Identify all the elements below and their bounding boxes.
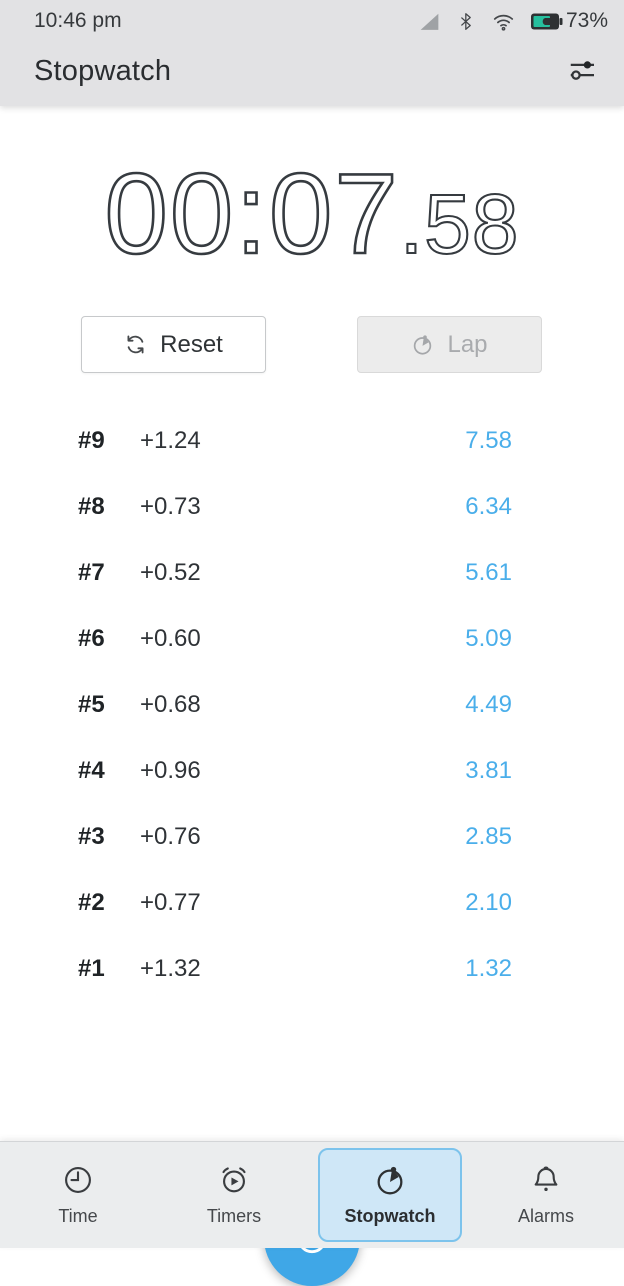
page-title: Stopwatch [34,54,172,87]
lap-row: #7 +0.52 5.61 [0,540,624,606]
lap-number: #6 [78,625,105,652]
lap-number: #5 [78,691,105,718]
lap-delta: +0.60 [140,625,201,652]
lap-delta: +0.77 [140,889,201,916]
lap-total-time: 5.61 [465,559,512,586]
lap-row: #4 +0.96 3.81 [0,738,624,804]
lap-total-time: 3.81 [465,757,512,784]
lap-total-time: 5.09 [465,625,512,652]
wifi-icon [490,9,517,34]
tab-alarms-label: Alarms [517,1206,574,1226]
tab-time-label: Time [58,1206,98,1226]
lap-button-label: Lap [447,330,488,358]
lap-number: #7 [78,559,105,586]
tab-time[interactable]: Time [6,1148,150,1242]
lap-total-time: 4.49 [465,691,512,718]
lap-number: #1 [78,955,105,982]
status-clock: 10:46 pm [34,9,122,32]
stopwatch-icon [411,333,434,356]
lap-delta: +0.68 [140,691,201,718]
status-bar: 10:46 pm [0,0,624,42]
lap-row: #5 +0.68 4.49 [0,672,624,738]
lap-total-time: 2.85 [465,823,512,850]
tab-alarms[interactable]: Alarms [474,1148,618,1242]
signal-icon [417,9,442,34]
lap-row: #3 +0.76 2.85 [0,804,624,870]
lap-total-time: 1.32 [465,955,512,982]
header: 10:46 pm [0,0,624,106]
lap-button[interactable]: Lap [357,316,542,373]
lap-delta: +0.76 [140,823,201,850]
tab-timers[interactable]: Timers [162,1148,306,1242]
lap-delta: +1.24 [140,427,201,454]
lap-number: #8 [78,493,105,520]
lap-row: #1 +1.32 1.32 [0,936,624,1002]
lap-number: #4 [78,757,105,784]
tab-stopwatch-label: Stopwatch [344,1206,436,1226]
lap-row: #6 +0.60 5.09 [0,606,624,672]
battery-percent: 73% [565,9,608,32]
tab-timers-label: Timers [206,1206,262,1226]
settings-button[interactable] [562,51,602,91]
tune-icon [564,52,600,91]
lap-row: #8 +0.73 6.34 [0,474,624,540]
clock-icon [61,1163,95,1197]
elapsed-time-fraction: .58 [399,177,520,271]
lap-total-time: 6.34 [465,493,512,520]
lap-number: #3 [78,823,105,850]
reset-button[interactable]: Reset [81,316,266,373]
lap-total-time: 7.58 [465,427,512,454]
reset-button-label: Reset [160,330,223,358]
refresh-icon [124,333,147,356]
elapsed-time-main: 00:07 [103,151,400,278]
stopwatch-screen: 00:07.58 Reset Lap [0,156,624,1286]
lap-delta: +1.32 [140,955,201,982]
lap-row: #2 +0.77 2.10 [0,870,624,936]
stopwatch-icon [373,1163,407,1197]
lap-number: #2 [78,889,105,916]
elapsed-time: 00:07.58 [0,156,624,273]
controls-row: Reset Lap [0,316,624,373]
lap-delta: +0.73 [140,493,201,520]
laps-list: #9 +1.24 7.58 #8 +0.73 6.34 #7 +0.52 5.6… [0,408,624,1002]
bottom-navigation: Time Timers Stopwatch [0,1141,624,1248]
lap-total-time: 2.10 [465,889,512,916]
timer-play-icon [217,1163,251,1197]
lap-delta: +0.96 [140,757,201,784]
tab-stopwatch[interactable]: Stopwatch [318,1148,462,1242]
battery-icon [530,12,564,31]
app-bar: Stopwatch [0,42,624,106]
lap-row: #9 +1.24 7.58 [0,408,624,474]
bluetooth-icon [455,9,477,34]
bell-icon [529,1163,563,1197]
lap-delta: +0.52 [140,559,201,586]
lap-number: #9 [78,427,105,454]
